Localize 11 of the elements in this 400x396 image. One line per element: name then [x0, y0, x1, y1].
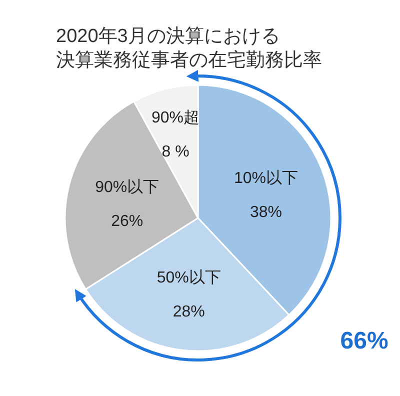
slice-label: 10%以下: [234, 169, 298, 188]
data-label: 8 %: [162, 143, 190, 160]
data-label: 26%: [111, 212, 144, 230]
slice-label: 50%以下: [156, 268, 221, 287]
slice-label: 90%超: [151, 109, 200, 126]
text: 2020年3月の決算における: [56, 26, 280, 47]
data-label: 38%: [250, 204, 282, 222]
text: 66%: [340, 327, 388, 354]
slice-label: 90%以下: [95, 178, 160, 196]
text: 決算業務従事者の在宅勤務比率: [56, 50, 322, 71]
data-label: 28%: [172, 304, 205, 321]
